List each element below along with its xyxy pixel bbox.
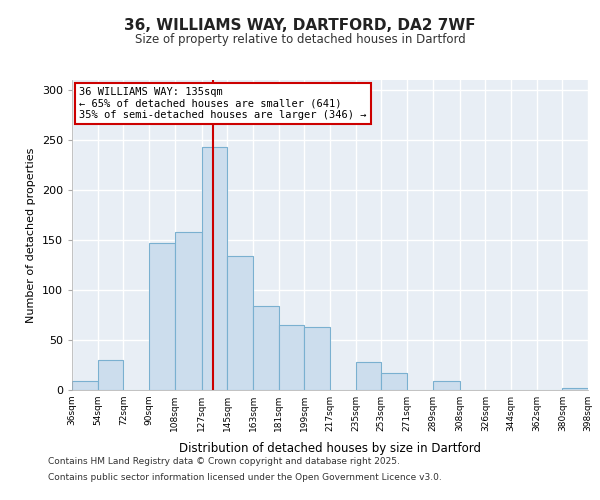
Bar [562,388,588,390]
Bar [72,381,98,390]
Bar [356,362,382,390]
Bar [304,327,330,390]
Bar [433,381,460,390]
Bar [202,147,227,390]
Text: Contains HM Land Registry data © Crown copyright and database right 2025.: Contains HM Land Registry data © Crown c… [48,458,400,466]
Bar [175,232,202,390]
X-axis label: Distribution of detached houses by size in Dartford: Distribution of detached houses by size … [179,442,481,456]
Bar [149,243,175,390]
Y-axis label: Number of detached properties: Number of detached properties [26,148,36,322]
Bar [227,256,253,390]
Bar [253,306,278,390]
Text: 36 WILLIAMS WAY: 135sqm
← 65% of detached houses are smaller (641)
35% of semi-d: 36 WILLIAMS WAY: 135sqm ← 65% of detache… [79,87,367,120]
Bar [98,360,124,390]
Text: 36, WILLIAMS WAY, DARTFORD, DA2 7WF: 36, WILLIAMS WAY, DARTFORD, DA2 7WF [124,18,476,32]
Bar [278,325,304,390]
Text: Size of property relative to detached houses in Dartford: Size of property relative to detached ho… [134,32,466,46]
Bar [382,373,407,390]
Text: Contains public sector information licensed under the Open Government Licence v3: Contains public sector information licen… [48,472,442,482]
